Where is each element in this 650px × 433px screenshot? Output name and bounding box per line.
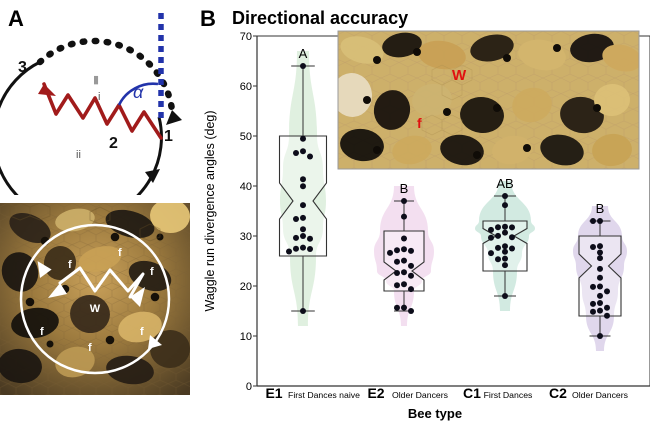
svg-text:20: 20 xyxy=(240,281,252,293)
svg-text:1: 1 xyxy=(164,128,173,145)
svg-text:f: f xyxy=(40,326,44,338)
svg-text:AB: AB xyxy=(496,176,513,191)
svg-text:30: 30 xyxy=(240,231,252,243)
svg-text:f: f xyxy=(68,259,72,271)
svg-text:A: A xyxy=(299,46,308,61)
svg-text:ii: ii xyxy=(76,149,81,161)
svg-text:Older Dancers: Older Dancers xyxy=(572,390,629,400)
svg-text:0: 0 xyxy=(246,381,252,393)
svg-text:E2: E2 xyxy=(367,385,384,401)
svg-text:2: 2 xyxy=(109,135,118,152)
svg-text:10: 10 xyxy=(240,331,252,343)
svg-text:f: f xyxy=(417,115,422,131)
svg-text:C2: C2 xyxy=(549,385,567,401)
svg-text:40: 40 xyxy=(240,181,252,193)
svg-text:First Dances naive: First Dances naive xyxy=(288,390,360,400)
svg-text:Waggle run divergence angles (: Waggle run divergence angles (deg) xyxy=(203,110,217,311)
svg-text:60: 60 xyxy=(240,81,252,93)
svg-text:First Dances: First Dances xyxy=(484,390,533,400)
svg-text:E1: E1 xyxy=(265,385,282,401)
svg-text:f: f xyxy=(140,326,144,338)
svg-text:C1: C1 xyxy=(463,385,481,401)
svg-text:W: W xyxy=(452,67,467,84)
svg-text:3: 3 xyxy=(18,59,27,76)
svg-text:70: 70 xyxy=(240,31,252,43)
svg-text:α: α xyxy=(133,82,144,102)
svg-text:f: f xyxy=(150,266,154,278)
svg-text:B: B xyxy=(400,181,409,196)
svg-text:Older Dancers: Older Dancers xyxy=(392,390,449,400)
svg-text:B: B xyxy=(596,201,605,216)
svg-text:Bee type: Bee type xyxy=(408,406,462,421)
svg-text:i: i xyxy=(98,91,100,103)
svg-text:f: f xyxy=(88,342,92,354)
svg-text:W: W xyxy=(90,303,101,315)
svg-text:f: f xyxy=(118,247,122,259)
svg-text:50: 50 xyxy=(240,131,252,143)
svg-text:▮: ▮ xyxy=(93,74,99,86)
